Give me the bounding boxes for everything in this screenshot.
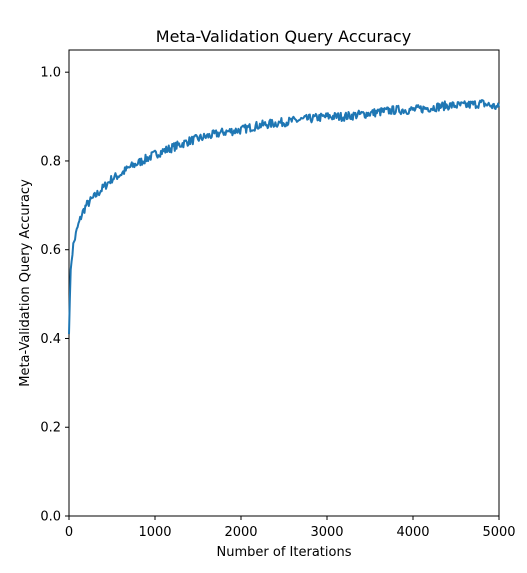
y-axis-label: Meta-Validation Query Accuracy: [18, 179, 33, 387]
y-tick-label: 0.4: [40, 332, 61, 347]
x-axis-ticks: 0 1000 2000 3000 4000 5000: [65, 516, 516, 540]
y-tick-label: 0.8: [40, 154, 61, 169]
y-tick-label: 0.6: [40, 243, 61, 258]
series-line: [68, 99, 500, 335]
x-axis-label: Number of Iterations: [217, 545, 352, 560]
x-tick-label: 4000: [396, 525, 429, 540]
x-tick-label: 0: [65, 525, 73, 540]
x-tick-label: 2000: [224, 525, 257, 540]
x-tick-label: 3000: [310, 525, 343, 540]
y-tick-label: 1.0: [40, 66, 61, 81]
plot-area-frame: [68, 49, 500, 517]
y-axis-ticks: 0.0 0.2 0.4 0.6 0.8 1.0: [40, 66, 69, 525]
x-tick-label: 1000: [138, 525, 171, 540]
y-tick-label: 0.2: [40, 421, 61, 436]
chart-title: Meta-Validation Query Accuracy: [156, 27, 411, 46]
y-tick-label: 0.0: [40, 510, 61, 525]
x-tick-label: 5000: [482, 525, 515, 540]
